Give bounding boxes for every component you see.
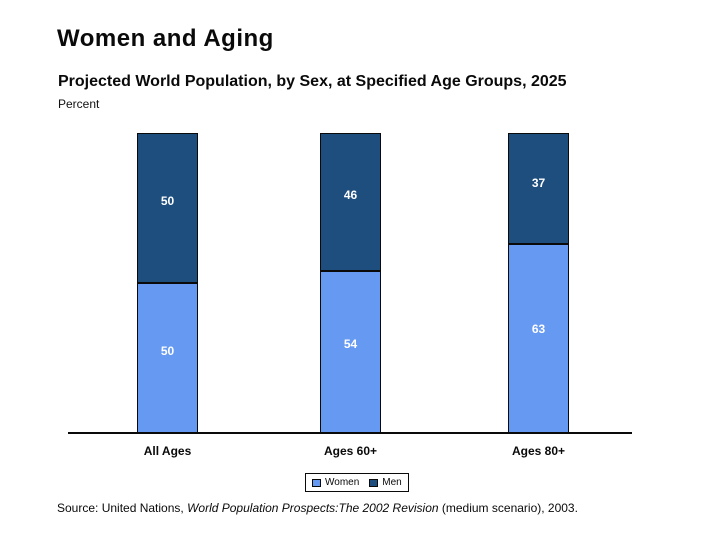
bar-segment-men-all-ages-value-label: 50 (160, 193, 175, 208)
source-note: Source: United Nations, World Population… (57, 501, 578, 515)
category-label-all-ages: All Ages (143, 444, 192, 458)
bar-segment-men-ages-80-value-label: 37 (531, 176, 546, 191)
legend-swatch-men-icon (369, 478, 379, 487)
chart-title: Projected World Population, by Sex, at S… (58, 73, 567, 90)
bar-segment-women-ages-60-value-label: 54 (343, 337, 358, 351)
source-note-prefix: Source: United Nations, (57, 501, 188, 515)
bar-segment-men-ages-60: 46 (320, 133, 381, 271)
bar-segment-women-all-ages: 50 (137, 283, 198, 433)
source-note-title: World Population Prospects:The 2002 Revi… (187, 501, 439, 515)
legend-swatch-women-icon (312, 478, 321, 487)
bar-segment-men-all-ages: 50 (137, 133, 198, 283)
legend: Women Men (305, 473, 409, 492)
legend-label-women: Women (325, 477, 360, 488)
bar-segment-women-all-ages-value-label: 50 (160, 343, 175, 358)
source-note-suffix: (medium scenario), 2003. (438, 501, 578, 515)
legend-item-men: Men (369, 477, 402, 488)
y-axis-unit-label: Percent (58, 97, 100, 111)
bar-segment-women-ages-80: 63 (508, 244, 569, 433)
legend-item-women: Women (312, 477, 359, 488)
category-label-ages-60: Ages 60+ (323, 444, 378, 458)
bar-segment-men-ages-60-value-label: 46 (343, 188, 358, 203)
slide-title: Women and Aging (57, 25, 274, 52)
bar-segment-women-ages-60: 54 (320, 271, 381, 433)
category-label-ages-80: Ages 80+ (511, 444, 566, 458)
bar-segment-women-ages-80-value-label: 63 (531, 322, 546, 337)
legend-label-men: Men (382, 477, 402, 488)
bar-segment-men-ages-80: 37 (508, 133, 569, 244)
x-axis-line (68, 432, 632, 434)
